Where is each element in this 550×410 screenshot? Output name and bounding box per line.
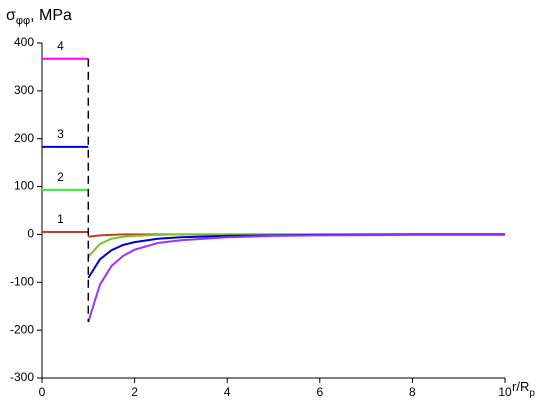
series-line [87, 233, 505, 279]
y-tick-label: 100 [14, 179, 34, 193]
series-label: 3 [57, 127, 64, 141]
x-tick-label: 10 [498, 385, 512, 399]
y-tick-label: -100 [10, 274, 34, 288]
x-tick-label: 2 [131, 385, 138, 399]
x-tick-label: 4 [224, 385, 231, 399]
series-line [87, 233, 505, 323]
y-tick-label: -300 [10, 370, 34, 384]
x-label-main: r/R [512, 379, 529, 394]
y-tick-label: 300 [14, 83, 34, 97]
x-tick-label: 0 [39, 385, 46, 399]
y-tick-label: -200 [10, 322, 34, 336]
series-label: 4 [57, 39, 64, 53]
y-label-unit: , MPa [30, 7, 72, 24]
x-label-subscript: p [529, 388, 535, 399]
x-tick-label: 6 [316, 385, 323, 399]
y-label-symbol: σ [6, 7, 16, 24]
y-tick-label: 400 [14, 35, 34, 49]
y-tick-label: 200 [14, 131, 34, 145]
series-label: 2 [57, 170, 64, 184]
y-tick-label: 0 [27, 227, 34, 241]
series-label: 1 [57, 212, 64, 226]
x-tick-label: 8 [409, 385, 416, 399]
y-axis-label: σφφ, MPa [6, 7, 72, 27]
y-label-subscript: φφ [16, 15, 30, 27]
x-axis-label: r/Rp [512, 379, 535, 398]
